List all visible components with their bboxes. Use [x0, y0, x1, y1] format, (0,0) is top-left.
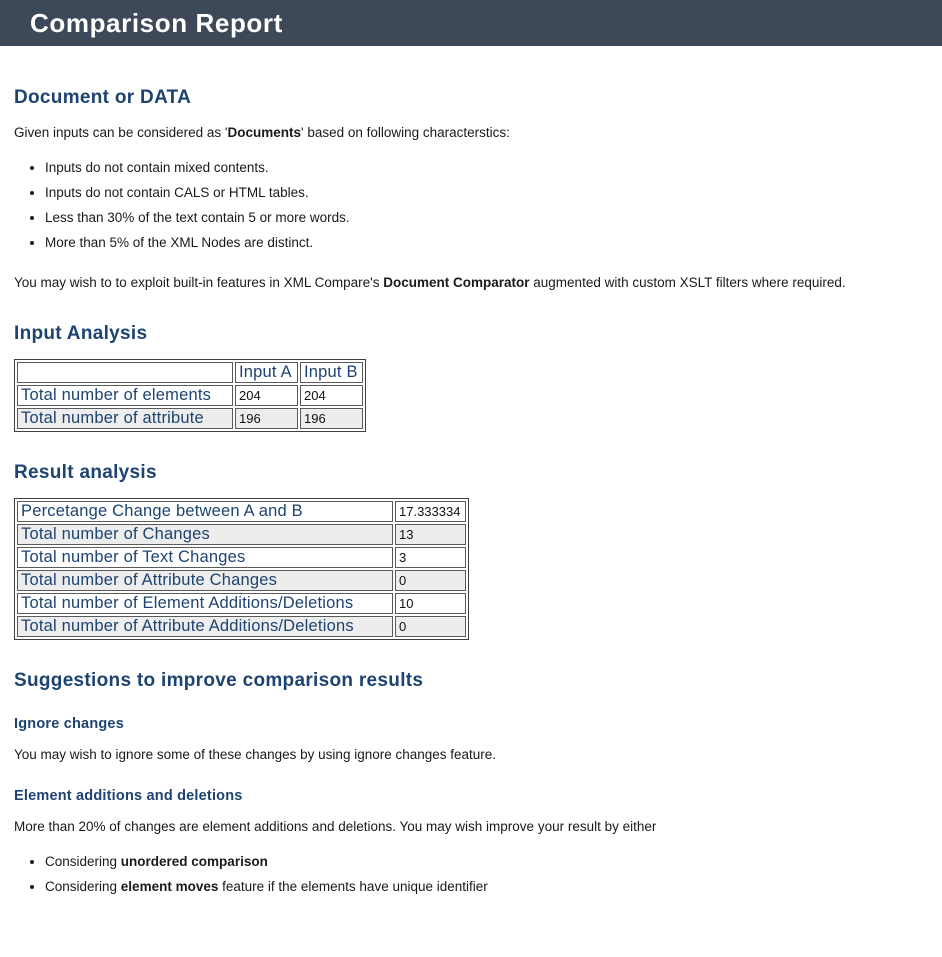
subheading-element-additions-deletions: Element additions and deletions: [14, 788, 243, 805]
element-additions-text: More than 20% of changes are element add…: [14, 819, 657, 835]
document-intro-paragraph: Given inputs can be considered as 'Docum…: [14, 123, 928, 143]
row-label: Total number of attribute: [17, 407, 233, 429]
result-analysis-table: Percetange Change between A and B 17.333…: [14, 497, 469, 640]
option-text-suffix: feature if the elements have unique iden…: [218, 879, 488, 895]
value-input-b: 196: [300, 407, 363, 429]
row-label: Percetange Change between A and B: [17, 500, 393, 522]
intro-text: Given inputs can be considered as ': [14, 125, 228, 140]
value-input-a: 204: [235, 384, 298, 406]
suggestion-options-list: Considering unordered comparison Conside…: [14, 851, 928, 897]
row-label: Total number of Changes: [17, 523, 393, 545]
option-text: Considering: [45, 854, 121, 869]
table-row: Percetange Change between A and B 17.333…: [17, 500, 466, 522]
table-row: Total number of Text Changes 3: [17, 546, 466, 568]
value-input-b: 204: [300, 384, 363, 406]
blank-header-cell: [17, 361, 233, 383]
table-row: Total number of attribute 196 196: [17, 407, 363, 429]
list-item: More than 5% of the XML Nodes are distin…: [45, 232, 928, 253]
report-body: Document or DATA Given inputs can be con…: [0, 87, 942, 957]
document-comparator-note: You may wish to to exploit built-in feat…: [14, 273, 928, 293]
row-value: 17.333334: [395, 500, 466, 522]
list-item: Considering unordered comparison: [45, 851, 928, 872]
value-input-a: 196: [235, 407, 298, 429]
input-analysis-table: Input A Input B Total number of elements…: [14, 358, 366, 432]
section-heading-result-analysis: Result analysis: [14, 461, 157, 483]
row-value: 0: [395, 615, 466, 637]
table-row: Total number of Changes 13: [17, 523, 466, 545]
option-text: Considering: [45, 879, 121, 895]
row-value: 10: [395, 592, 466, 614]
table-header-row: Input A Input B: [17, 361, 363, 383]
table-row: Total number of elements 204 204: [17, 384, 363, 406]
row-value: 0: [395, 569, 466, 591]
document-criteria-list: Inputs do not contain mixed contents. In…: [14, 157, 928, 254]
row-value: 13: [395, 523, 466, 545]
list-item: Considering element moves feature if the…: [45, 876, 928, 897]
page-title: Comparison Report: [30, 7, 283, 38]
subheading-ignore-changes: Ignore changes: [14, 715, 124, 732]
row-label: Total number of Text Changes: [17, 546, 393, 568]
table-row: Total number of Attribute Additions/Dele…: [17, 615, 466, 637]
table-row: Total number of Element Additions/Deleti…: [17, 592, 466, 614]
row-label: Total number of Attribute Additions/Dele…: [17, 615, 393, 637]
note-bold-document-comparator: Document Comparator: [383, 275, 530, 291]
intro-bold-documents: Documents: [227, 125, 301, 140]
app-header: Comparison Report: [0, 0, 942, 46]
row-value: 3: [395, 546, 466, 568]
column-header-input-a: Input A: [235, 361, 298, 383]
intro-text-suffix: ' based on following characterstics:: [300, 125, 510, 140]
list-item: Inputs do not contain CALS or HTML table…: [45, 182, 928, 203]
section-heading-document-or-data: Document or DATA: [14, 87, 192, 108]
section-heading-input-analysis: Input Analysis: [14, 322, 148, 344]
list-item: Less than 30% of the text contain 5 or m…: [45, 207, 928, 228]
list-item: Inputs do not contain mixed contents.: [45, 157, 928, 178]
section-heading-suggestions: Suggestions to improve comparison result…: [14, 669, 424, 691]
column-header-input-b: Input B: [300, 361, 363, 383]
row-label: Total number of Element Additions/Deleti…: [17, 592, 393, 614]
row-label: Total number of elements: [17, 384, 233, 406]
note-text-suffix: augmented with custom XSLT filters where…: [529, 275, 846, 291]
option-bold-unordered-comparison: unordered comparison: [120, 854, 268, 869]
ignore-changes-text: You may wish to ignore some of these cha…: [14, 746, 497, 762]
row-label: Total number of Attribute Changes: [17, 569, 393, 591]
table-row: Total number of Attribute Changes 0: [17, 569, 466, 591]
note-text: You may wish to to exploit built-in feat…: [14, 275, 384, 291]
option-bold-element-moves: element moves: [120, 879, 219, 895]
